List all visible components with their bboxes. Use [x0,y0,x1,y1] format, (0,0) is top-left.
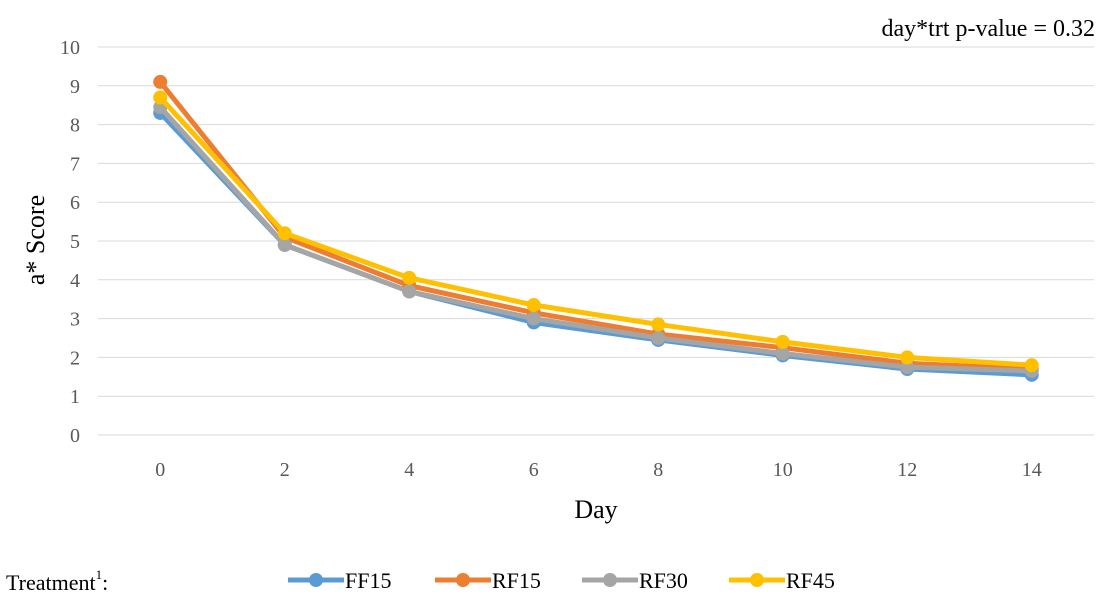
series-rf30 [153,100,1039,378]
x-tick-label: 14 [1022,459,1042,481]
x-tick-label: 2 [280,459,290,481]
legend-items: FF15 RF15 RF30 RF45 [288,568,835,593]
data-point [651,331,666,345]
series-rf45 [153,90,1039,373]
legend-label: RF45 [786,568,835,593]
data-point [1024,358,1039,373]
data-point [526,311,541,326]
y-tick-label: 7 [70,153,80,175]
x-tick-label: 6 [529,459,539,481]
y-tick-label: 10 [60,37,80,59]
y-tick-label: 4 [70,270,80,292]
legend-item-ff15: FF15 [288,568,391,593]
legend-title: Treatment1: [6,567,108,595]
y-tick-label: 2 [70,347,80,369]
data-point [277,226,292,241]
data-point [153,90,168,105]
legend-swatch-marker [456,573,470,587]
legend-label: RF15 [492,568,541,593]
series-line [157,79,1035,372]
y-tick-label: 9 [70,76,80,98]
data-point [775,346,790,361]
data-point [526,298,541,313]
series-group [153,74,1039,382]
y-tick-label: 8 [70,115,80,137]
legend-label: FF15 [345,568,391,593]
x-tick-label: 8 [653,459,663,481]
series-line [157,104,1035,374]
data-point [277,237,292,252]
legend-label: RF30 [639,568,688,593]
x-tick-label: 12 [897,459,917,481]
legend-swatch-marker [309,573,323,587]
data-point [153,74,168,89]
x-tick-label: 10 [773,459,793,481]
y-tick-label: 6 [70,192,80,214]
y-tick-label: 5 [70,231,80,253]
x-axis-title: Day [574,495,617,524]
legend-item-rf15: RF15 [435,568,541,593]
gridlines [98,46,1094,436]
y-axis-title: a* Score [21,195,50,285]
data-point [775,334,790,349]
data-point [900,360,915,375]
y-tick-label: 0 [70,425,80,447]
data-point [900,350,915,365]
series-line [157,94,1035,368]
y-tick-labels: 0 1 2 3 4 5 6 7 8 9 10 [60,37,80,447]
legend-title-suffix: : [102,570,108,595]
legend: Treatment1: FF15 RF15 RF30 RF45 [6,567,835,595]
data-point [651,317,666,332]
legend-item-rf30: RF30 [582,568,688,593]
data-point [402,284,417,299]
legend-swatch-marker [750,573,764,587]
x-tick-labels: 0 2 4 6 8 10 12 14 [155,459,1042,481]
data-point [402,270,417,285]
legend-item-rf45: RF45 [729,568,835,593]
y-tick-label: 3 [70,309,80,331]
x-tick-label: 4 [404,459,414,481]
p-value-annotation: day*trt p-value = 0.32 [882,16,1095,42]
legend-title-text: Treatment [6,570,96,595]
legend-swatch-marker [603,573,617,587]
y-tick-label: 1 [70,386,80,408]
legend-title-superscript: 1 [96,567,103,582]
x-tick-label: 0 [155,459,165,481]
